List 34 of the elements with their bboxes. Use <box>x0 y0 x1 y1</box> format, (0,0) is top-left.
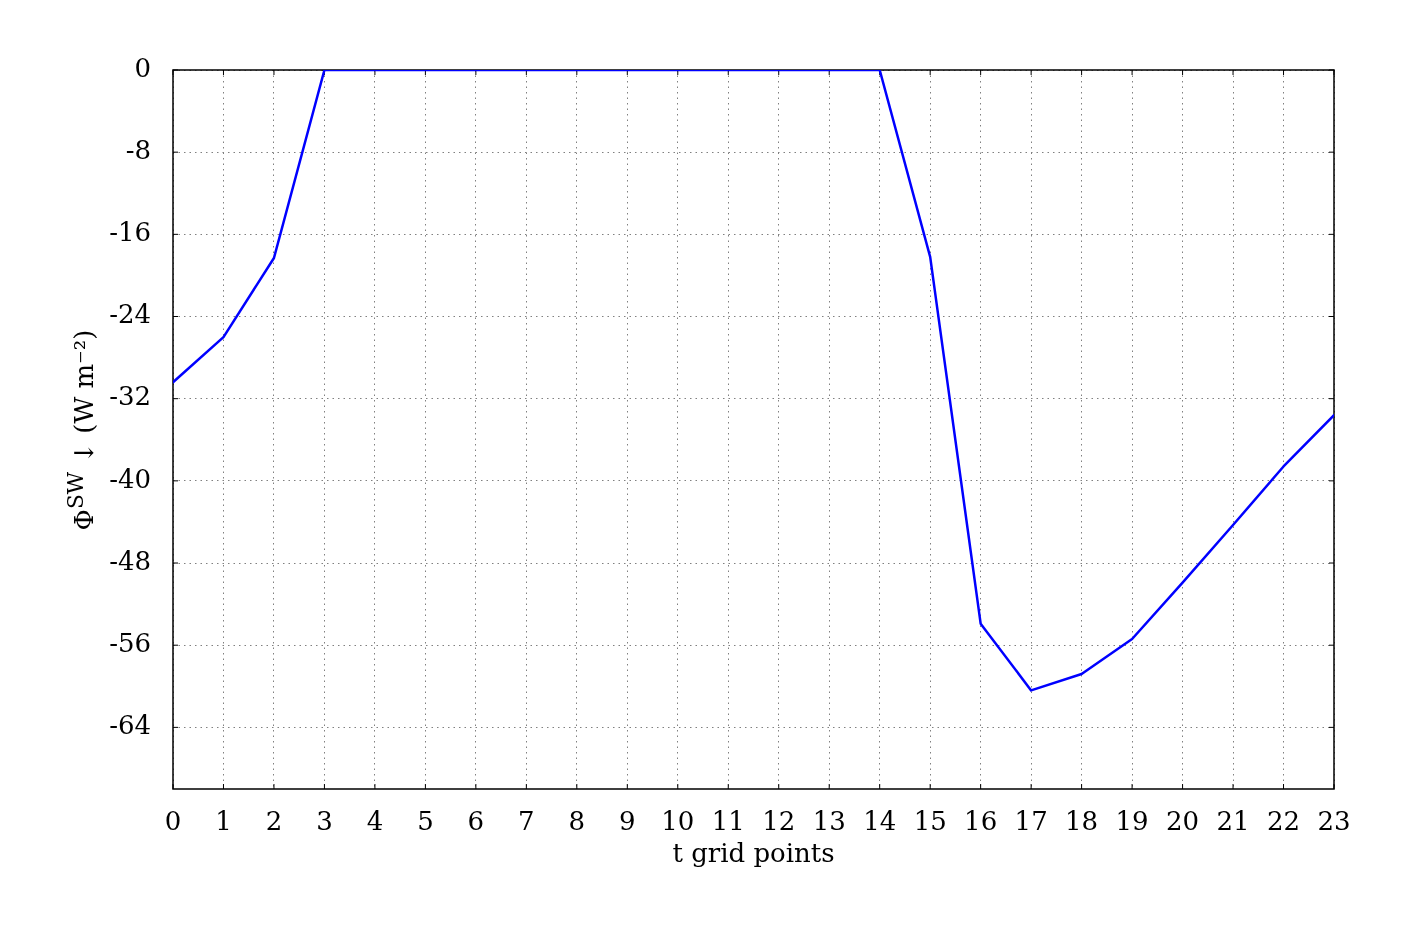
y-tick-label: -56 <box>109 627 151 658</box>
x-tick-label: 8 <box>568 806 586 837</box>
x-tick-label: 5 <box>417 806 434 837</box>
y-tick-label: -64 <box>109 710 151 741</box>
x-tick-label: 13 <box>812 806 846 837</box>
y-tick-label: -24 <box>109 299 151 330</box>
x-tick-label: 7 <box>518 806 535 837</box>
x-tick-label: 20 <box>1166 806 1200 837</box>
x-tick-label: 16 <box>964 806 998 837</box>
x-tick-label: 21 <box>1216 806 1250 837</box>
x-tick-label: 3 <box>316 806 333 837</box>
x-tick-label: 15 <box>913 806 947 837</box>
x-axis-title: t grid points <box>672 838 835 869</box>
x-tick-label: 22 <box>1266 806 1301 837</box>
x-tick-label: 0 <box>164 806 182 837</box>
y-tick-label: -48 <box>109 545 151 576</box>
y-tick-label: -16 <box>109 217 151 248</box>
x-tick-label: 9 <box>619 806 636 837</box>
x-tick-label: 4 <box>366 806 384 837</box>
x-tick-label: 11 <box>711 806 745 837</box>
x-tick-label: 18 <box>1065 806 1099 837</box>
x-tick-label: 19 <box>1115 806 1149 837</box>
x-tick-label: 6 <box>467 806 485 837</box>
y-tick-label: 0 <box>134 52 151 83</box>
x-tick-label: 23 <box>1317 806 1351 837</box>
x-tick-label: 12 <box>762 806 796 837</box>
x-tick-label: 17 <box>1014 806 1048 837</box>
x-tick-label: 10 <box>661 806 695 837</box>
y-tick-label: -32 <box>109 381 151 412</box>
x-tick-label: 1 <box>215 806 232 837</box>
y-tick-label: -40 <box>109 463 151 494</box>
x-tick-label: 14 <box>863 806 897 837</box>
x-tick-label: 2 <box>265 806 283 837</box>
y-tick-label: -8 <box>125 134 151 165</box>
